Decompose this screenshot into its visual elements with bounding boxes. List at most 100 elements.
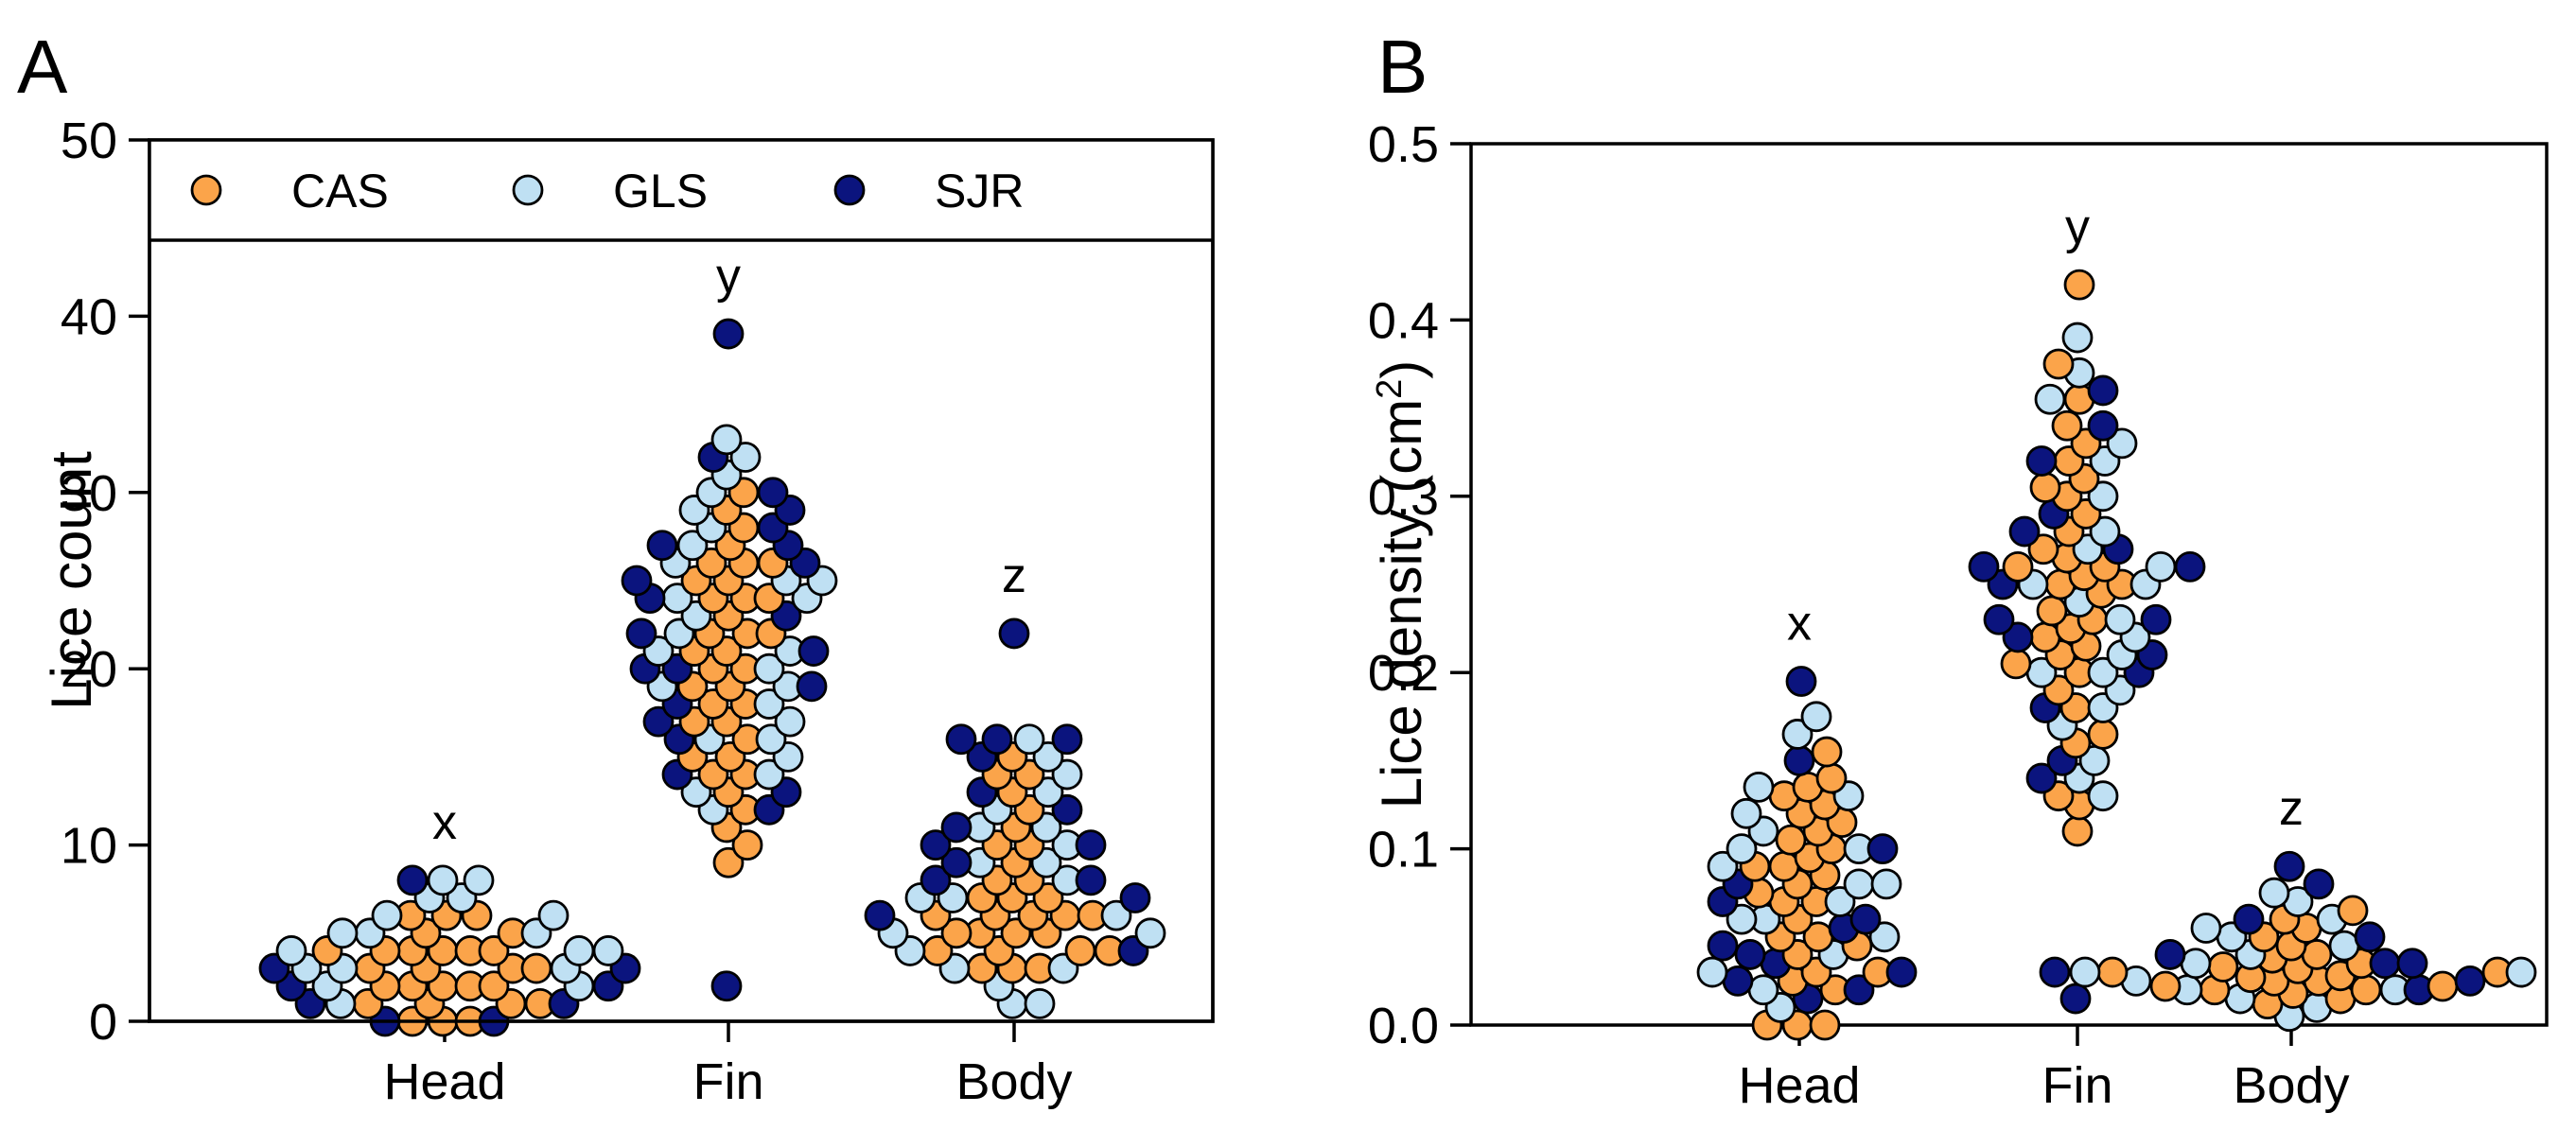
data-point-cas bbox=[1064, 935, 1096, 966]
data-point-gls bbox=[1100, 899, 1132, 931]
x-tick-label: Fin bbox=[2042, 1057, 2112, 1114]
data-point-sjr bbox=[2087, 409, 2119, 442]
data-point-sjr bbox=[1849, 903, 1882, 935]
data-point-gls bbox=[1726, 903, 1758, 935]
data-point-gls bbox=[371, 899, 403, 931]
panel-letter: B bbox=[1377, 25, 1428, 109]
y-axis-title-superscript: 2 bbox=[1370, 379, 1410, 399]
data-point-gls bbox=[275, 935, 307, 966]
data-point-sjr bbox=[1734, 939, 1766, 970]
y-tick-label: 0.4 bbox=[1368, 292, 1439, 349]
y-axis-title-close: ) bbox=[1370, 360, 1433, 379]
y-axis-title: Lice count bbox=[40, 451, 103, 710]
data-point-cas bbox=[712, 846, 745, 878]
y-axis-title: Lice density (cm2) bbox=[1370, 360, 1433, 809]
data-point-sjr bbox=[396, 864, 429, 896]
data-point-sjr bbox=[1885, 956, 1918, 988]
data-point-cas bbox=[2337, 895, 2369, 927]
y-tick-label: 0 bbox=[89, 994, 117, 1051]
data-point-cas bbox=[1815, 762, 1848, 794]
data-point-gls bbox=[1707, 850, 1739, 882]
data-point-cas bbox=[1768, 850, 1800, 882]
data-point-gls bbox=[1032, 741, 1064, 773]
y-tick-label: 0.5 bbox=[1368, 116, 1439, 173]
data-point-sjr bbox=[1722, 965, 1754, 997]
legend-label: SJR bbox=[935, 165, 1024, 217]
data-point-cas bbox=[1032, 882, 1064, 913]
data-point-sjr bbox=[796, 670, 828, 703]
x-tick-label: Fin bbox=[692, 1053, 763, 1110]
legend-background bbox=[149, 140, 1213, 240]
data-point-sjr bbox=[2059, 983, 2092, 1015]
data-point-gls bbox=[1013, 723, 1045, 756]
data-point-sjr bbox=[981, 723, 1013, 756]
data-point-cas bbox=[2096, 956, 2129, 988]
data-point-gls bbox=[2087, 480, 2119, 513]
data-point-sjr bbox=[2233, 903, 2265, 935]
data-point-gls bbox=[729, 442, 762, 473]
data-point-gls bbox=[537, 899, 570, 931]
group-letter: z bbox=[1002, 548, 1026, 603]
data-point-sjr bbox=[1075, 829, 1107, 861]
data-point-cas bbox=[731, 829, 763, 861]
data-point-gls bbox=[563, 935, 595, 966]
data-point-gls bbox=[1824, 886, 1856, 917]
data-point-gls bbox=[592, 935, 624, 966]
data-point-sjr bbox=[2025, 445, 2058, 477]
data-point-sjr bbox=[2140, 603, 2172, 635]
data-point-gls bbox=[463, 864, 495, 896]
data-point-gls bbox=[753, 652, 785, 685]
data-point-sjr bbox=[2396, 948, 2428, 980]
data-point-gls bbox=[1747, 974, 1779, 1006]
data-point-sjr bbox=[710, 970, 743, 1002]
data-point-sjr bbox=[998, 617, 1030, 650]
data-point-gls bbox=[2145, 550, 2177, 583]
data-point-sjr bbox=[2354, 921, 2386, 953]
data-point-gls bbox=[710, 424, 743, 456]
data-point-cas bbox=[2036, 595, 2068, 627]
data-point-cas bbox=[478, 935, 510, 966]
data-point-gls bbox=[1051, 758, 1083, 791]
data-point-cas bbox=[2029, 472, 2061, 503]
y-tick-label: 0.1 bbox=[1368, 822, 1439, 878]
y-tick-label: 0.2 bbox=[1368, 645, 1439, 702]
data-point-gls bbox=[1696, 956, 1728, 988]
data-point-sjr bbox=[2002, 621, 2034, 653]
data-point-gls bbox=[1781, 719, 1814, 750]
y-tick-label: 0.3 bbox=[1368, 469, 1439, 526]
data-point-gls bbox=[2106, 427, 2138, 460]
data-point-gls bbox=[1032, 776, 1064, 809]
data-point-cas bbox=[2042, 348, 2075, 380]
data-point-gls bbox=[2089, 515, 2121, 548]
legend-marker-cas bbox=[190, 174, 222, 206]
data-point-gls bbox=[1134, 917, 1166, 949]
data-point-gls bbox=[676, 530, 709, 562]
data-point-sjr bbox=[1843, 974, 1875, 1006]
data-point-cas bbox=[1811, 736, 1843, 768]
data-point-sjr bbox=[625, 617, 657, 650]
data-point-cas bbox=[2149, 970, 2182, 1002]
data-point-gls bbox=[755, 723, 787, 756]
y-tick-label: 30 bbox=[61, 465, 117, 522]
data-point-gls bbox=[2505, 956, 2537, 988]
data-point-sjr bbox=[2154, 939, 2186, 970]
data-point-cas bbox=[2087, 719, 2119, 750]
legend-label: GLS bbox=[613, 165, 708, 217]
group-letter: y bbox=[716, 249, 741, 304]
data-point-gls bbox=[326, 917, 359, 949]
data-point-sjr bbox=[2454, 965, 2486, 997]
data-point-gls bbox=[2087, 780, 2119, 812]
data-point-sjr bbox=[642, 705, 675, 738]
x-tick-label: Body bbox=[2233, 1057, 2349, 1114]
data-point-sjr bbox=[1866, 833, 1899, 864]
data-point-sjr bbox=[940, 811, 973, 844]
group-letter: y bbox=[2065, 200, 2090, 254]
data-point-sjr bbox=[864, 899, 896, 931]
data-point-gls bbox=[2087, 656, 2119, 688]
panel-b: B 0.0 0.1 0.2 0.3 0.4 0.5 Lice density (cm2) Hea… bbox=[1368, 25, 2549, 1114]
group-letter: z bbox=[2279, 781, 2304, 836]
data-point-sjr bbox=[2174, 550, 2206, 583]
data-point-sjr bbox=[2303, 868, 2335, 900]
legend-marker-sjr bbox=[833, 174, 866, 206]
data-point-sjr bbox=[2369, 948, 2401, 980]
